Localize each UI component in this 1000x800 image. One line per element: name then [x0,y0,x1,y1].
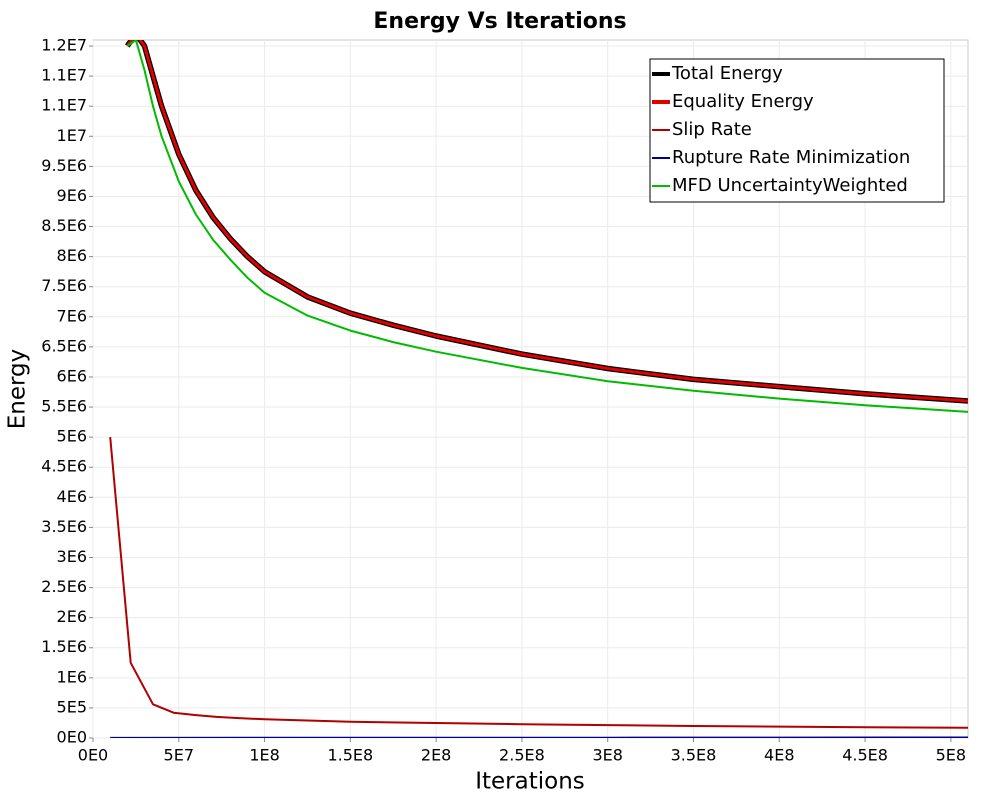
legend-label: Rupture Rate Minimization [672,147,910,168]
series-layer [109,40,968,738]
x-tick-label: 4.5E8 [842,746,888,765]
y-tick-label: 4E6 [57,487,87,506]
series-line-slip-rate [109,437,968,729]
x-tick-label: 3E8 [592,746,622,765]
y-tick-label: 3E6 [57,547,87,566]
y-tick-label: 9E6 [57,186,87,205]
y-tick-label: 1.5E6 [41,637,87,656]
x-axis-ticks: 0E0 5E7 1E8 1.5E8 2E8 2.5E8 3E8 3.5E8 4E8 4.5E8 5E… [78,738,966,765]
y-tick-label: 6E6 [57,366,87,385]
x-tick-label: 4E8 [764,746,794,765]
y-tick-label: 1.2E7 [41,36,87,55]
y-tick-label: 5.5E6 [41,397,87,416]
y-tick-label: 5E6 [57,427,87,446]
y-axis-ticks: 0E0 5E5 1E6 1.5E6 2E6 2.5E6 3E6 3.5E6 4E6 4.5E6 5E… [41,36,93,747]
y-tick-label: 0E0 [57,728,87,747]
y-tick-label: 9.5E6 [41,156,87,175]
y-tick-label: 6.5E6 [41,336,87,355]
x-tick-label: 3.5E8 [671,746,717,765]
y-tick-label: 5E5 [57,697,87,716]
y-tick-label: 4.5E6 [41,457,87,476]
legend-label: Equality Energy [672,91,814,112]
x-axis-title: Iterations [475,769,585,795]
x-tick-label: 2E8 [421,746,451,765]
y-tick-label: 1E7 [57,126,87,145]
x-tick-label: 5E8 [936,746,966,765]
x-tick-label: 5E7 [164,746,194,765]
x-tick-label: 0E0 [78,746,108,765]
y-tick-label: 2E6 [57,607,87,626]
x-tick-label: 1E8 [249,746,279,765]
chart-title: Energy Vs Iterations [373,9,626,34]
legend: Total Energy Equality Energy Slip Rate Rupt… [649,58,945,203]
legend-box [649,58,945,203]
series-line-equality-energy [126,40,968,403]
legend-label: MFD UncertaintyWeighted [672,175,908,196]
y-tick-label: 1E6 [57,667,87,686]
x-tick-label: 2.5E8 [499,746,545,765]
x-tick-label: 1.5E8 [327,746,373,765]
y-axis-title: Energy [5,349,31,430]
series-line-mfd-uncertaintyweighted [126,40,968,413]
y-tick-label: 8E6 [57,246,87,265]
legend-label: Total Energy [671,63,783,84]
y-tick-label: 7E6 [57,306,87,325]
y-tick-label: 1.1E7 [41,96,87,115]
y-tick-label: 1.1E7 [41,66,87,85]
y-tick-label: 2.5E6 [41,577,87,596]
y-tick-label: 3.5E6 [41,517,87,536]
y-tick-label: 7.5E6 [41,276,87,295]
y-tick-label: 8.5E6 [41,216,87,235]
legend-label: Slip Rate [672,119,752,140]
